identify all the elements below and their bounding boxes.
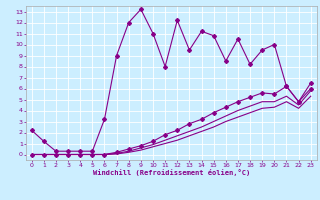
X-axis label: Windchill (Refroidissement éolien,°C): Windchill (Refroidissement éolien,°C) — [92, 169, 250, 176]
